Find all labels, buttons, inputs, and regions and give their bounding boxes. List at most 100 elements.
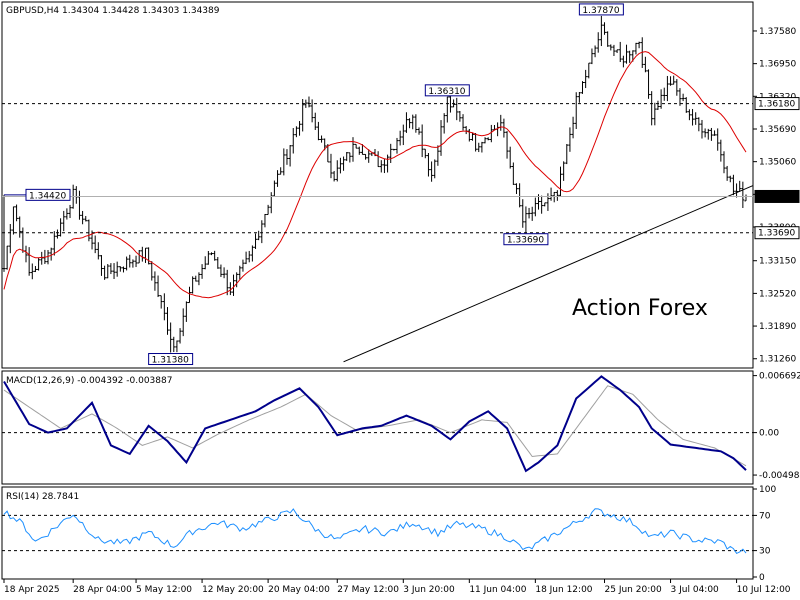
ohlc-bar [543, 202, 547, 207]
price-axis-tick-label: 1.37580 [759, 27, 796, 37]
price-axis-marker-box [754, 97, 800, 111]
ohlc-bar [238, 265, 242, 280]
macd-axis-tick-label: 0.00 [759, 429, 779, 439]
ohlc-bar [59, 218, 63, 237]
ohlc-bar [389, 143, 393, 163]
ohlc-bar [364, 153, 368, 160]
ohlc-bar [216, 257, 220, 269]
ohlc-bar [577, 91, 581, 103]
rsi-axis-tick-label: 100 [759, 485, 776, 495]
price-panel: GBPUSD,H4 1.34304 1.34428 1.34303 1.3438… [1, 1, 754, 369]
ohlc-bar [175, 340, 179, 353]
ohlc-bar [461, 114, 465, 131]
ohlc-bar [637, 41, 641, 49]
price-axis-tick-label: 1.33150 [759, 257, 796, 267]
level-annotation-box [424, 84, 470, 97]
level-annotation-label: 1.37870 [582, 6, 619, 16]
ohlc-bar [301, 98, 305, 132]
ohlc-bar [219, 264, 223, 277]
ohlc-bar [125, 256, 129, 271]
ohlc-bar [106, 264, 110, 279]
ohlc-bar [165, 307, 169, 335]
ohlc-bar [709, 127, 713, 141]
chart-title: GBPUSD,H4 1.34304 1.34428 1.34303 1.3438… [6, 6, 220, 16]
ohlc-bar [590, 48, 594, 65]
time-axis-tick-label: 18 Apr 2025 [4, 585, 60, 595]
ohlc-bar [568, 127, 572, 152]
ohlc-bar [87, 219, 91, 242]
time-axis-tick-label: 27 May 12:00 [337, 585, 399, 595]
ohlc-bar [606, 31, 610, 47]
ohlc-bar [213, 250, 217, 261]
ohlc-bar [467, 129, 471, 142]
price-axis-marker-box [754, 226, 800, 240]
ohlc-bar [731, 174, 735, 196]
ohlc-bar [401, 124, 405, 146]
ohlc-bar [489, 124, 493, 143]
rsi-axis-tick-label: 30 [759, 547, 771, 557]
ohlc-bar [593, 45, 597, 58]
ohlc-bar [700, 119, 704, 139]
ohlc-bar [691, 108, 695, 126]
ohlc-bar [206, 250, 210, 265]
macd-panel: MACD(12,26,9) -0.004392 -0.003887 [1, 370, 754, 485]
ohlc-bar [609, 44, 613, 51]
time-axis-tick-label: 3 Jul 04:00 [671, 585, 720, 595]
level-annotation: 1.34420 [4, 188, 71, 201]
ohlc-bar [288, 145, 292, 167]
ohlc-bar [52, 231, 56, 256]
ohlc-bar [625, 44, 629, 64]
ohlc-bar [703, 128, 707, 138]
ohlc-bar [109, 263, 113, 275]
price-axis-tick-label: 1.31260 [759, 355, 796, 365]
ohlc-bar [505, 131, 509, 159]
ohlc-bar [260, 220, 264, 244]
ohlc-bar [647, 69, 651, 99]
level-annotation-box [503, 233, 549, 246]
rsi-axis-tick-label: 0 [759, 573, 765, 583]
ohlc-bar [618, 41, 622, 63]
ohlc-bar [49, 247, 53, 261]
ohlc-bar [719, 139, 723, 162]
level-annotation-box [148, 353, 194, 366]
ohlc-bar [197, 272, 201, 286]
time-axis-tick-label: 11 Jun 04:00 [469, 585, 526, 595]
ohlc-bar [650, 91, 654, 126]
ohlc-bar [442, 113, 446, 134]
level-annotation-label: 1.33690 [507, 236, 544, 246]
ohlc-bar [382, 159, 386, 174]
ohlc-bar [439, 120, 443, 156]
ohlc-bar [121, 266, 125, 273]
level-annotation: 1.33690 [503, 233, 549, 246]
ohlc-bar [181, 308, 185, 337]
ohlc-bar [662, 87, 666, 101]
ohlc-bar [470, 133, 474, 141]
ohlc-bar [741, 181, 745, 208]
ohlc-bar [118, 266, 122, 272]
ohlc-bar [581, 81, 585, 94]
ohlc-bar [115, 261, 119, 277]
ohlc-bar [11, 206, 15, 235]
price-axis-marker-label: 1.36180 [758, 100, 795, 110]
ohlc-bar [697, 117, 701, 132]
price-axis-tick-label: 1.32520 [759, 289, 796, 299]
macd-title: MACD(12,26,9) -0.004392 -0.003887 [6, 376, 172, 386]
ohlc-bar [514, 183, 518, 194]
ohlc-bar [131, 259, 135, 268]
ohlc-bar [194, 275, 198, 282]
rsi-panel: RSI(14) 28.7841 [1, 486, 754, 580]
ohlc-bar [392, 148, 396, 151]
ohlc-bar [329, 153, 333, 179]
trendline [343, 185, 754, 363]
ohlc-bar [276, 170, 280, 187]
ohlc-bar [518, 183, 522, 208]
ohlc-bar [247, 250, 251, 263]
ohlc-bar [254, 233, 258, 249]
ohlc-bar [96, 242, 100, 260]
ohlc-bar [178, 328, 182, 344]
ohlc-bar [458, 110, 462, 122]
macd-line [3, 375, 747, 473]
ohlc-bar [184, 301, 188, 322]
ohlc-bar [313, 112, 317, 130]
